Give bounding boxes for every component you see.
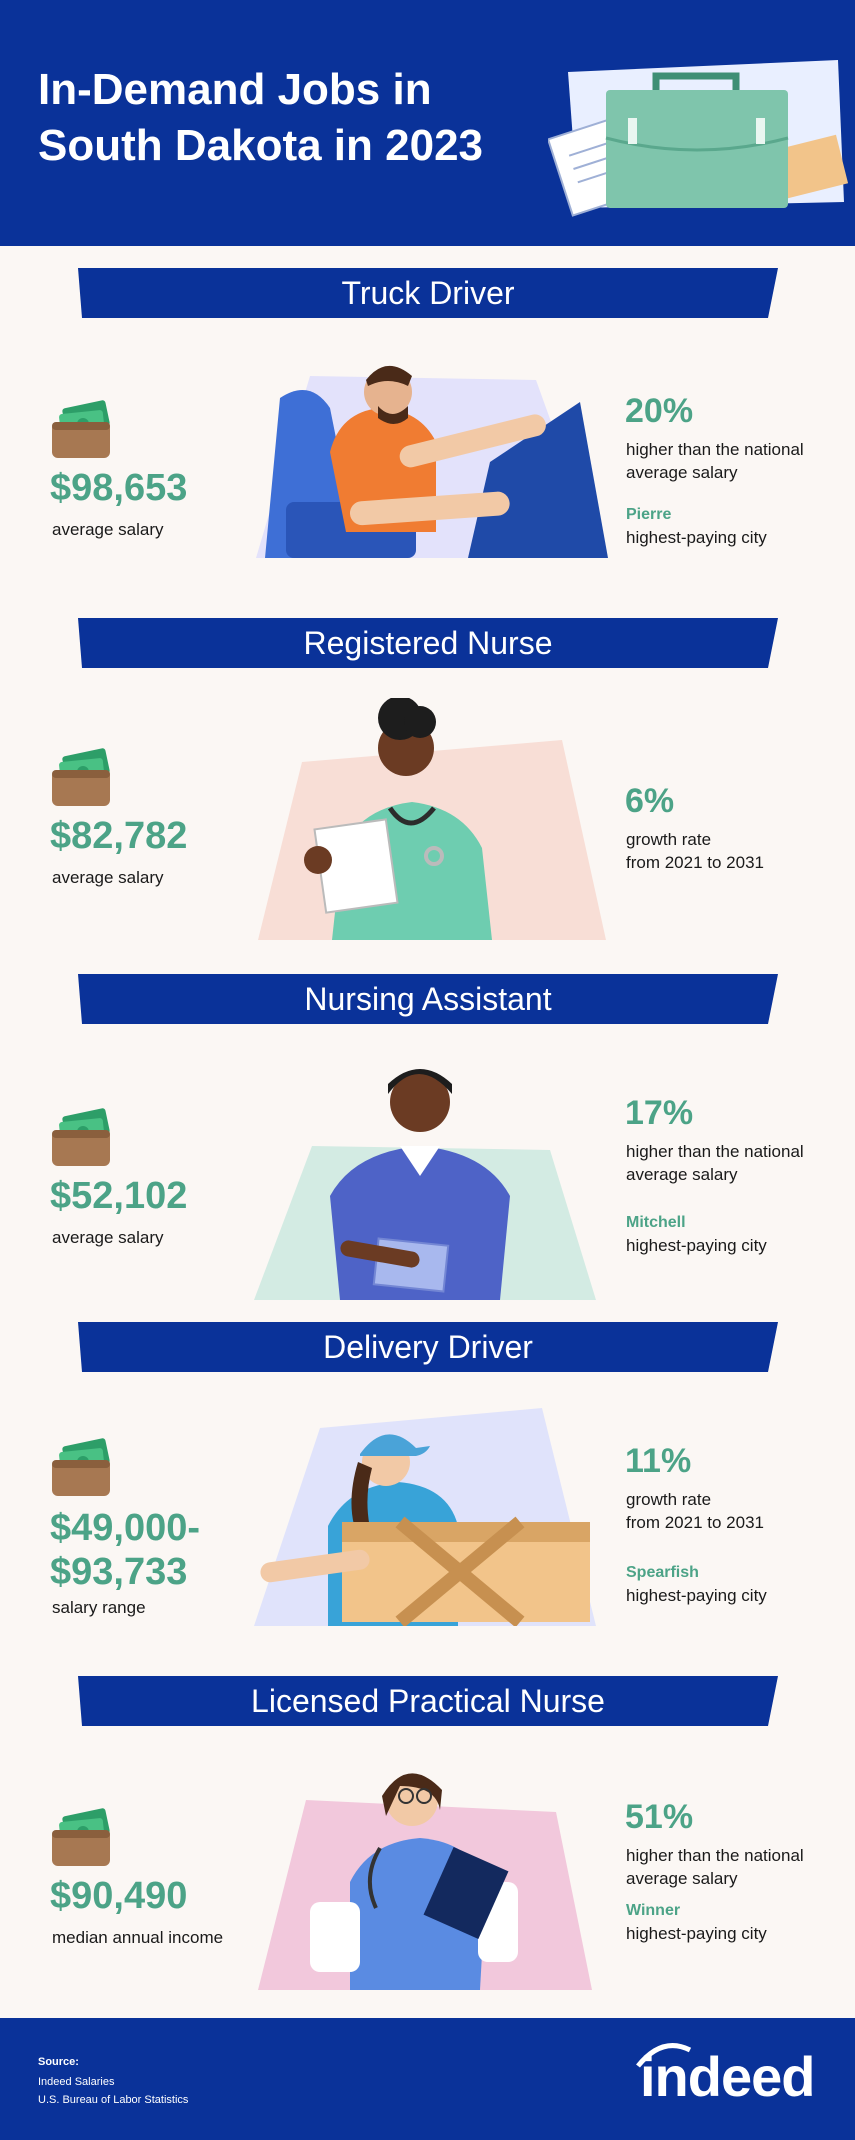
job-banner: Truck Driver [78, 268, 778, 318]
job-truck-driver: Truck Driver $98,653 average salary 20% … [0, 268, 855, 578]
stat-value: 11% [625, 1442, 692, 1480]
wallet-icon [52, 400, 110, 458]
truck-driver-illustration [256, 365, 608, 558]
salary-note: salary range [52, 1598, 146, 1617]
indeed-logo[interactable]: indeed [628, 2040, 828, 2110]
salary-note: average salary [52, 1228, 164, 1247]
page-title: In-Demand Jobs in South Dakota in 2023 [38, 65, 484, 170]
job-title: Delivery Driver [323, 1329, 533, 1365]
job-licensed-practical-nurse: Licensed Practical Nurse $90,490 median … [0, 1676, 855, 2006]
job-banner: Delivery Driver [78, 1322, 778, 1372]
city-name: Winner [626, 1902, 681, 1919]
city-name: Pierre [626, 506, 672, 523]
licensed-practical-nurse-illustration [258, 1773, 592, 1990]
stat-note: higher than the national average salary [626, 1142, 804, 1184]
salary-value: $49,000- $93,733 [50, 1507, 201, 1593]
city-note: highest-paying city [626, 1586, 767, 1605]
stat-value: 51% [625, 1798, 694, 1836]
stat-value: 20% [625, 392, 694, 430]
city-note: highest-paying city [626, 528, 767, 547]
stat-value: 17% [625, 1094, 694, 1132]
job-registered-nurse: Registered Nurse $82,782 average salary … [0, 618, 855, 948]
salary-value: $90,490 [50, 1875, 188, 1917]
job-nursing-assistant: Nursing Assistant $52,102 average salary… [0, 974, 855, 1304]
footer: Source: Indeed Salaries U.S. Bureau of L… [0, 2018, 855, 2140]
job-title: Registered Nurse [303, 625, 553, 661]
job-banner: Licensed Practical Nurse [78, 1676, 778, 1726]
stat-note: growth rate from 2021 to 2031 [626, 830, 764, 872]
job-banner: Registered Nurse [78, 618, 778, 668]
source-indeed-salaries: Indeed Salaries [38, 2076, 115, 2088]
source-bls: U.S. Bureau of Labor Statistics [38, 2094, 189, 2106]
salary-note: average salary [52, 520, 164, 539]
delivery-driver-illustration [254, 1408, 596, 1626]
salary-value: $98,653 [50, 467, 188, 509]
salary-value: $82,782 [50, 815, 188, 857]
registered-nurse-illustration [258, 698, 606, 940]
job-banner: Nursing Assistant [78, 974, 778, 1024]
salary-note: average salary [52, 868, 164, 887]
city-name: Mitchell [626, 1214, 686, 1231]
logo-arc [636, 2043, 692, 2068]
job-title: Licensed Practical Nurse [251, 1683, 605, 1719]
job-title: Nursing Assistant [304, 981, 552, 1017]
job-title: Truck Driver [341, 275, 515, 311]
salary-value: $52,102 [50, 1175, 188, 1217]
city-note: highest-paying city [626, 1236, 767, 1255]
stat-note: growth rate from 2021 to 2031 [626, 1490, 764, 1532]
nursing-assistant-illustration [254, 1069, 596, 1300]
logo-text: indeed [640, 2045, 815, 2108]
city-name: Spearfish [626, 1564, 699, 1581]
source-label: Source: [38, 2056, 79, 2068]
wallet-icon [52, 1438, 110, 1496]
stat-value: 6% [625, 782, 675, 820]
wallet-icon [52, 748, 110, 806]
job-delivery-driver: Delivery Driver $49,000- $93,733 salary … [0, 1322, 855, 1652]
city-note: highest-paying city [626, 1924, 767, 1943]
stat-note: higher than the national average salary [626, 440, 804, 482]
header: In-Demand Jobs in South Dakota in 2023 [0, 0, 855, 246]
stat-note: higher than the national average salary [626, 1846, 804, 1888]
briefcase-icon [548, 60, 848, 217]
salary-note: median annual income [52, 1928, 224, 1947]
wallet-icon [52, 1808, 110, 1866]
wallet-icon [52, 1108, 110, 1166]
